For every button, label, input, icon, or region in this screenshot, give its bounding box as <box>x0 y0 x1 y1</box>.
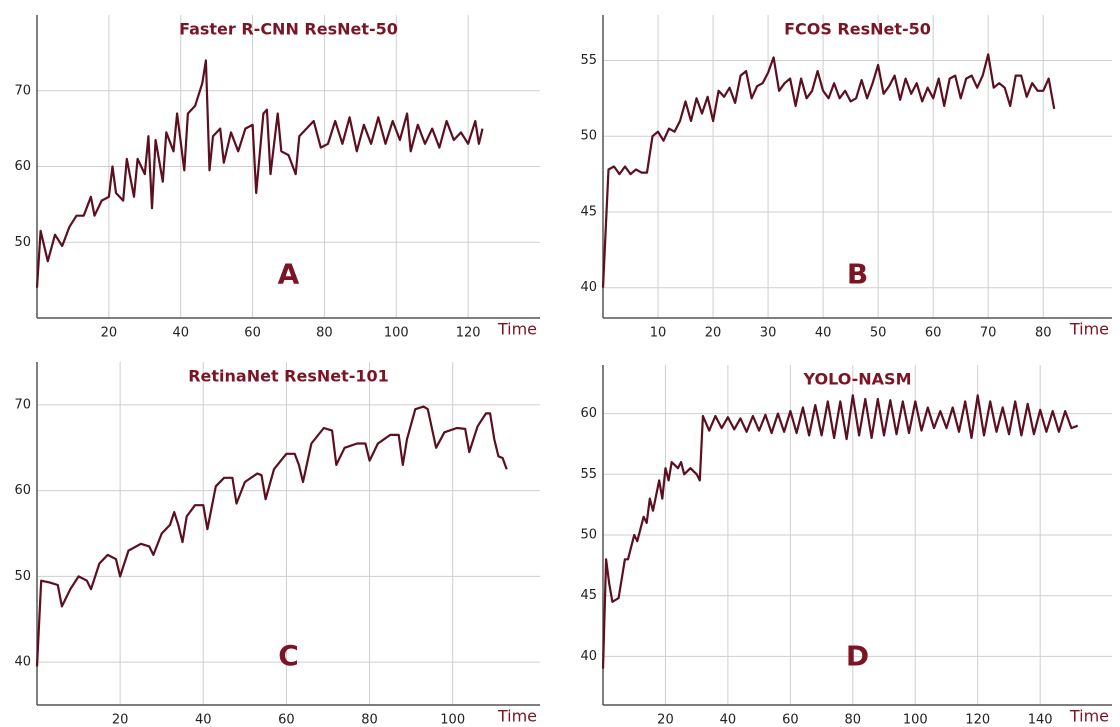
data-line <box>601 394 1079 669</box>
x-axis-label: Time <box>1069 320 1109 339</box>
y-tick-label: 45 <box>580 204 597 219</box>
y-tick-label: 40 <box>580 649 597 664</box>
x-tick-label: 70 <box>980 326 997 341</box>
x-tick-label: 100 <box>903 713 928 727</box>
x-tick-label: 120 <box>456 326 481 341</box>
y-tick-label: 45 <box>580 588 597 603</box>
x-tick-label: 40 <box>195 713 212 727</box>
chart-title: Faster R-CNN ResNet-50 <box>179 20 398 39</box>
data-line <box>35 405 508 667</box>
x-axis-label: Time <box>1069 707 1109 726</box>
panel-letter: C <box>278 639 299 672</box>
x-axis-label: Time <box>497 320 537 339</box>
y-tick-label: 40 <box>580 280 597 295</box>
data-line <box>601 53 1056 288</box>
x-tick-label: 60 <box>782 713 799 727</box>
x-tick-label: 60 <box>244 326 261 341</box>
x-tick-label: 60 <box>925 326 942 341</box>
data-line <box>35 59 484 288</box>
y-tick-label: 50 <box>14 569 31 584</box>
x-tick-label: 80 <box>316 326 333 341</box>
x-tick-label: 20 <box>705 326 722 341</box>
x-tick-label: 140 <box>1028 713 1053 727</box>
y-tick-label: 60 <box>580 406 597 421</box>
x-tick-label: 10 <box>650 326 667 341</box>
y-tick-label: 40 <box>14 655 31 670</box>
y-tick-label: 55 <box>580 53 597 68</box>
y-tick-label: 50 <box>580 129 597 144</box>
x-tick-label: 80 <box>361 713 378 727</box>
x-tick-label: 50 <box>870 326 887 341</box>
x-tick-label: 20 <box>657 713 674 727</box>
x-tick-label: 80 <box>1035 326 1052 341</box>
x-tick-label: 60 <box>278 713 295 727</box>
panel-letter: A <box>278 258 300 291</box>
y-tick-label: 50 <box>580 528 597 543</box>
x-tick-label: 100 <box>384 326 409 341</box>
y-tick-label: 70 <box>14 397 31 412</box>
chart-title: YOLO-NASM <box>803 370 912 389</box>
y-tick-label: 50 <box>14 235 31 250</box>
x-tick-label: 20 <box>101 326 118 341</box>
x-tick-label: 40 <box>720 713 737 727</box>
y-tick-label: 60 <box>14 159 31 174</box>
x-tick-label: 40 <box>815 326 832 341</box>
chart-title: RetinaNet ResNet-101 <box>188 367 389 386</box>
x-tick-label: 120 <box>965 713 990 727</box>
x-tick-label: 80 <box>845 713 862 727</box>
panel-letter: B <box>847 258 868 291</box>
chart-title: FCOS ResNet-50 <box>784 20 931 39</box>
x-tick-label: 20 <box>112 713 129 727</box>
y-tick-label: 70 <box>14 83 31 98</box>
y-tick-label: 60 <box>14 483 31 498</box>
y-tick-label: 55 <box>580 467 597 482</box>
x-tick-label: 40 <box>172 326 189 341</box>
x-tick-label: 100 <box>440 713 465 727</box>
x-tick-label: 30 <box>760 326 777 341</box>
panel-letter: D <box>846 639 869 672</box>
x-axis-label: Time <box>497 707 537 726</box>
